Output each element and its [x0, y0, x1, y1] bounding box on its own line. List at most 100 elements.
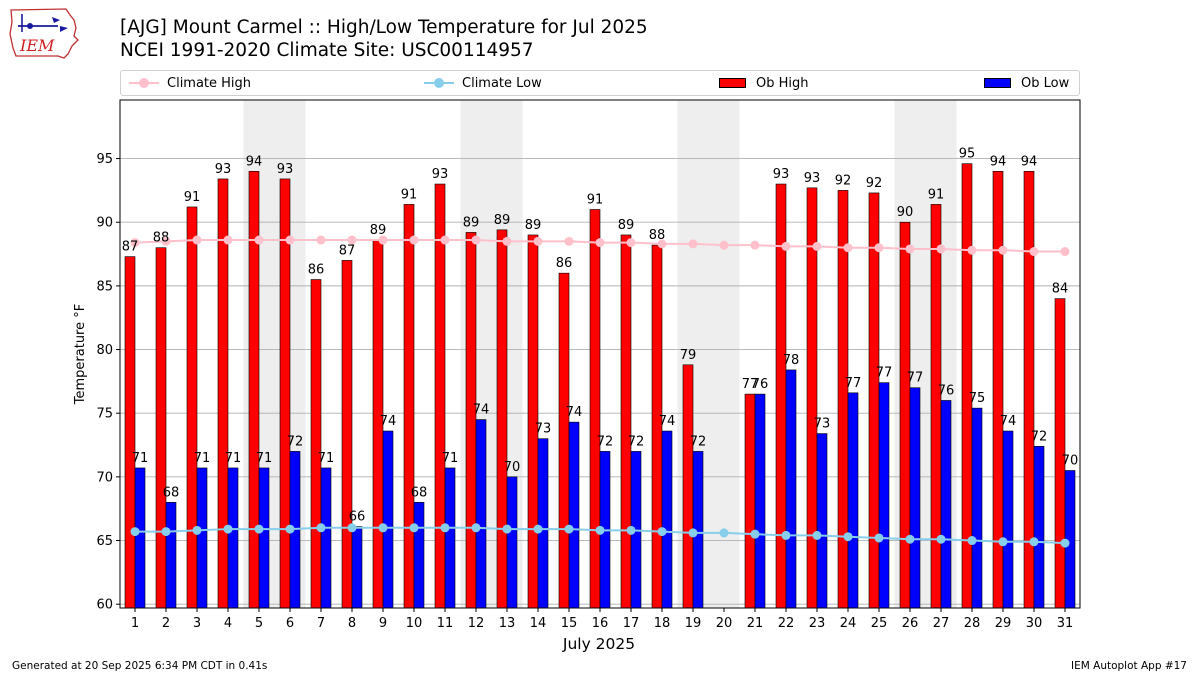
ob-high-bar	[155, 247, 167, 609]
climate-high-point	[285, 235, 295, 245]
weekend-band	[708, 100, 740, 608]
iem-logo: IEM	[9, 8, 79, 59]
climate-low-point	[533, 524, 543, 534]
climate-low-point	[719, 528, 729, 538]
ob-low-label: 71	[194, 451, 211, 466]
x-tick-label: 20	[716, 616, 733, 631]
ob-high-bar	[403, 204, 415, 609]
climate-high-point	[905, 244, 915, 254]
climate-low-point	[781, 530, 791, 540]
climate-low-point	[750, 529, 760, 539]
ob-high-bar	[930, 204, 942, 609]
climate-low-point	[440, 523, 450, 533]
ob-high-bar	[310, 279, 322, 609]
ob-high-bar	[496, 229, 508, 609]
ob-low-label: 74	[566, 405, 583, 420]
ob-low-label: 72	[628, 434, 645, 449]
climate-low-point	[347, 523, 357, 533]
ob-low-label: 77	[876, 366, 893, 381]
ob-high-bar	[341, 260, 353, 609]
ob-low-label: 73	[814, 417, 831, 432]
ob-low-label: 70	[1062, 453, 1079, 468]
climate-lines	[130, 235, 1070, 548]
ob-low-bar	[320, 467, 332, 609]
ob-high-label: 87	[122, 240, 139, 255]
ob-high-label: 90	[897, 205, 914, 220]
x-tick-label: 18	[654, 616, 671, 631]
ob-low-bar	[134, 467, 146, 609]
climate-high-point	[719, 240, 729, 250]
ob-low-label: 68	[163, 485, 180, 500]
climate-high-point	[564, 236, 574, 246]
climate-high-point	[843, 243, 853, 253]
ob-high-label: 87	[339, 243, 356, 258]
climate-low-point	[130, 527, 140, 537]
climate-low-point	[564, 524, 574, 534]
ob-low-bar	[754, 393, 766, 609]
ob-high-label: 94	[1021, 154, 1038, 169]
x-tick-label: 27	[933, 616, 950, 631]
ob-low-bar	[971, 407, 983, 609]
x-tick-label: 16	[592, 616, 609, 631]
ob-high-label: 91	[184, 190, 201, 205]
ob-high-label: 93	[215, 162, 232, 177]
ob-low-label: 71	[318, 451, 335, 466]
footer-app-id: IEM Autoplot App #17	[1071, 660, 1187, 672]
climate-high-point	[471, 235, 481, 245]
ob-low-bar	[196, 467, 208, 609]
climate-low-point	[595, 525, 605, 535]
x-tick-label: 2	[162, 616, 170, 631]
chart-subtitle: NCEI 1991-2020 Climate Site: USC00114957	[120, 40, 534, 61]
y-tick-label: 95	[96, 152, 113, 167]
y-tick-label: 80	[96, 343, 113, 358]
ob-low-bar	[351, 526, 363, 609]
ob-high-bar	[558, 272, 570, 609]
ob-low-bar	[258, 467, 270, 609]
ob-high-label: 89	[618, 218, 635, 233]
ob-high-label: 77	[742, 377, 759, 392]
x-tick-label: 31	[1057, 616, 1074, 631]
ob-low-bar	[506, 476, 518, 609]
x-tick-label: 26	[902, 616, 919, 631]
ob-high-bar	[589, 209, 601, 609]
ob-high-label: 91	[587, 192, 604, 207]
ob-high-label: 95	[959, 147, 976, 162]
x-tick-label: 6	[286, 616, 294, 631]
legend-label: Climate High	[167, 75, 252, 91]
ob-high-label: 89	[494, 213, 511, 228]
climate-high-point	[781, 241, 791, 251]
ob-low-bar	[165, 502, 177, 609]
x-tick-label: 11	[437, 616, 454, 631]
ob-high-bar	[124, 256, 136, 609]
ob-low-label: 76	[938, 383, 955, 398]
climate-low-point	[316, 523, 326, 533]
climate-high-point	[533, 236, 543, 246]
y-tick-label: 65	[96, 534, 113, 549]
ob-high-label: 93	[277, 162, 294, 177]
ob-high-label: 94	[246, 154, 263, 169]
climate-high-point	[967, 245, 977, 255]
climate-high-point	[812, 241, 822, 251]
climate-low-point	[223, 524, 233, 534]
x-tick-label: 25	[871, 616, 888, 631]
x-tick-label: 7	[317, 616, 325, 631]
ob-high-label: 93	[432, 167, 449, 182]
ob-low-label: 71	[256, 451, 273, 466]
chart-legend: Climate High Climate Low Ob High Ob Low	[120, 70, 1080, 96]
legend-item-ob-low: Ob Low	[984, 71, 1069, 95]
climate-high-point	[347, 235, 357, 245]
x-tick-label: 10	[406, 616, 423, 631]
climate-low-point	[967, 536, 977, 546]
climate-low-point	[936, 534, 946, 544]
climate-low-point	[688, 528, 698, 538]
ob-high-label: 93	[804, 171, 821, 186]
climate-high-point	[223, 235, 233, 245]
svg-text:IEM: IEM	[19, 36, 55, 55]
legend-item-ob-high: Ob High	[719, 71, 809, 95]
y-tick-label: 60	[96, 598, 113, 613]
ob-low-label: 73	[535, 422, 552, 437]
ob-low-bar	[382, 430, 394, 609]
x-tick-label: 9	[379, 616, 387, 631]
climate-low-point	[161, 527, 171, 537]
